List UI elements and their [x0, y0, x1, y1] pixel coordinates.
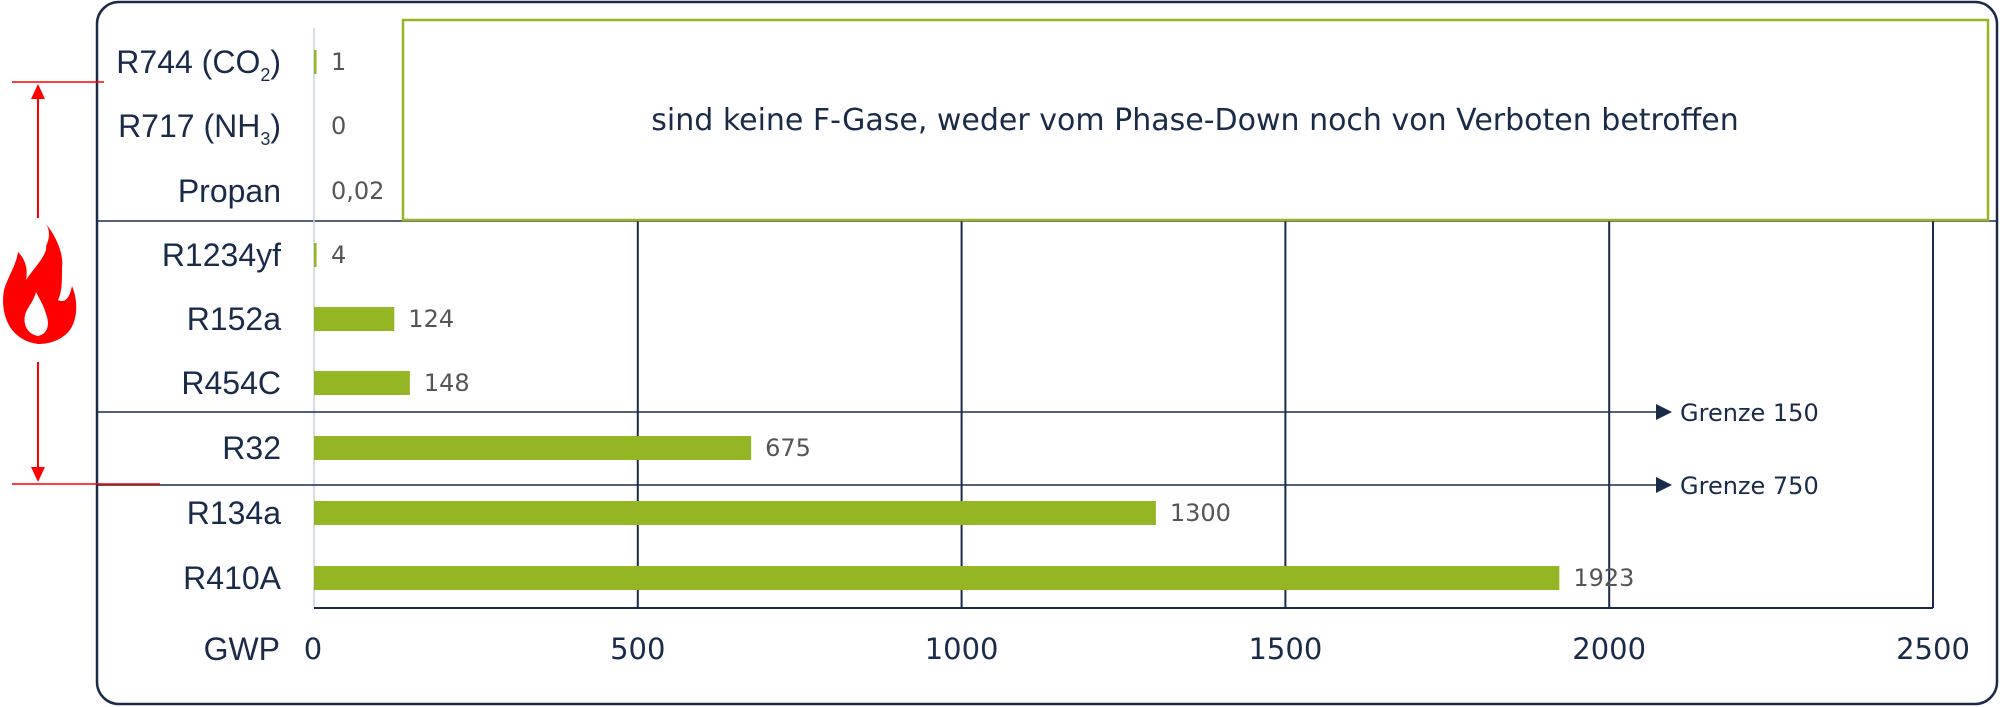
bar — [314, 50, 317, 74]
data-label: 1 — [331, 48, 346, 76]
x-tick-label: 2000 — [1572, 632, 1646, 666]
annotation-box — [401, 18, 1990, 222]
category-label: Propan — [178, 173, 281, 209]
bar — [314, 501, 1156, 525]
category-label: R1234yf — [162, 237, 281, 273]
x-tick-label: 0 — [304, 632, 322, 666]
threshold-arrowhead — [1656, 477, 1672, 493]
category-label: R32 — [222, 430, 281, 466]
threshold-arrowhead — [1656, 404, 1672, 420]
category-label: R410A — [183, 560, 282, 596]
x-tick-label: 500 — [610, 632, 665, 666]
data-label: 1923 — [1573, 564, 1634, 592]
category-label: R134a — [187, 495, 282, 531]
threshold-label: Grenze 150 — [1680, 399, 1819, 427]
chart-frame — [95, 0, 1999, 706]
x-axis-title: GWP — [204, 631, 280, 667]
data-label: 4 — [331, 241, 346, 269]
x-tick-label: 1500 — [1248, 632, 1322, 666]
data-label: 0 — [331, 112, 346, 140]
annotation-text: sind keine F-Gase, weder vom Phase-Down … — [651, 103, 1738, 138]
bar — [314, 566, 1560, 590]
bar — [314, 436, 752, 460]
flame-icon — [3, 224, 77, 344]
category-label: R454C — [181, 365, 281, 401]
data-label: 1300 — [1170, 499, 1231, 527]
data-label: 0,02 — [331, 177, 384, 205]
bar — [314, 307, 395, 331]
flame-inner-icon — [24, 292, 48, 336]
x-tick-label: 2500 — [1896, 632, 1970, 666]
marker-arrow-down — [31, 467, 45, 482]
category-label: R717 (NH3) — [118, 108, 281, 149]
marker-arrow-up — [31, 84, 45, 99]
x-tick-label: 1000 — [925, 632, 999, 666]
category-label: R152a — [187, 301, 282, 337]
threshold-label: Grenze 750 — [1680, 472, 1819, 500]
data-label: 148 — [424, 369, 470, 397]
data-label: 124 — [408, 305, 454, 333]
bar — [314, 243, 317, 267]
category-label: R744 (CO2) — [116, 44, 281, 85]
data-label: 675 — [765, 434, 811, 462]
bar — [314, 371, 410, 395]
